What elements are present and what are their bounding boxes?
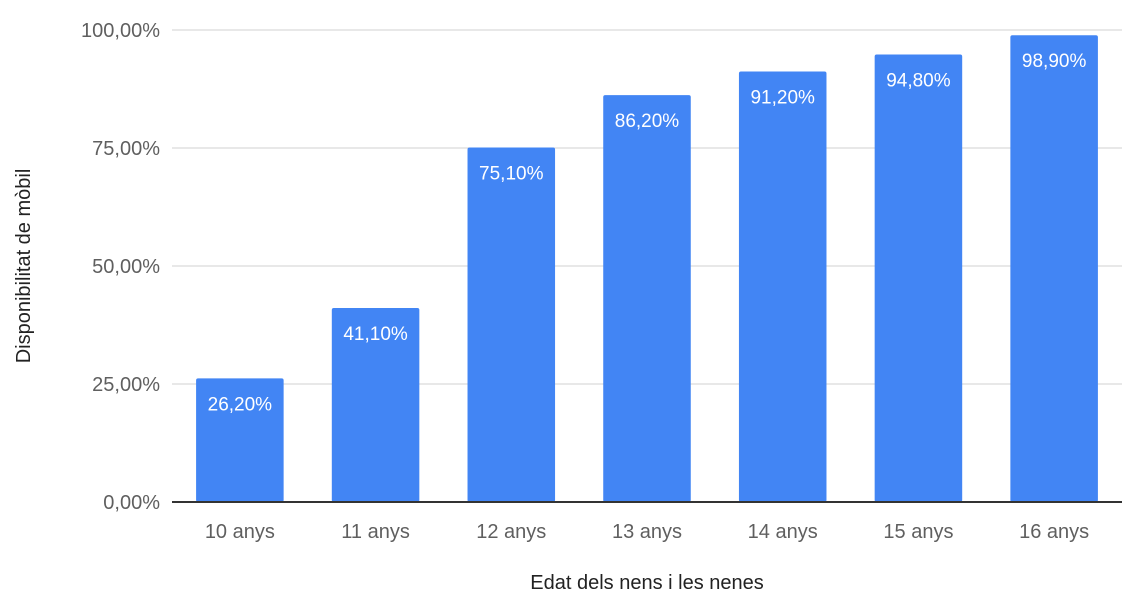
bars — [196, 35, 1098, 503]
bar — [331, 308, 420, 502]
y-axis-title: Disponibilitat de mòbil — [13, 169, 35, 364]
bar — [874, 54, 963, 502]
bar — [196, 378, 284, 502]
data-labels: 26,20% 41,10% 75,10% 86,20% 91,20% 94,80% 98,9… — [208, 51, 1087, 415]
x-tick-label: 15 anys — [883, 521, 953, 543]
bar-data-label: 86,20% — [615, 111, 680, 132]
y-tick-label: 25,00% — [92, 374, 160, 396]
y-tick-label: 100,00% — [81, 20, 160, 42]
x-tick-label: 12 anys — [476, 521, 546, 543]
x-tick-label: 11 anys — [341, 521, 410, 543]
y-tick-label: 75,00% — [92, 138, 160, 160]
bar-data-label: 94,80% — [886, 71, 951, 92]
x-axis-title: Edat dels nens i les nenes — [530, 572, 764, 594]
x-axis-ticks: 10 anys 11 anys 12 anys 13 anys 14 anys 15 an… — [205, 521, 1089, 543]
bar — [738, 71, 827, 502]
bar-data-label: 41,10% — [343, 324, 408, 345]
y-tick-label: 0,00% — [103, 492, 160, 514]
x-tick-label: 13 anys — [612, 521, 682, 543]
bar — [1010, 35, 1098, 502]
bar — [467, 147, 556, 502]
bar-data-label: 26,20% — [208, 394, 273, 415]
y-tick-label: 50,00% — [92, 256, 160, 278]
bar — [603, 95, 691, 503]
x-tick-label: 10 anys — [205, 521, 275, 543]
x-tick-label: 16 anys — [1019, 521, 1089, 543]
bar-data-label: 75,10% — [479, 164, 544, 185]
bar-data-label: 98,90% — [1022, 51, 1087, 72]
bar-data-label: 91,20% — [750, 88, 815, 109]
x-tick-label: 14 anys — [748, 521, 818, 543]
y-axis-ticks: 0,00% 25,00% 50,00% 75,00% 100,00% — [81, 20, 160, 514]
